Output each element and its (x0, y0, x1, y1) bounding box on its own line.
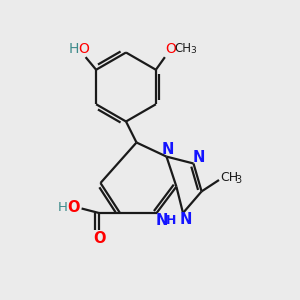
Text: H: H (69, 42, 79, 56)
Text: H: H (58, 201, 68, 214)
Text: 3: 3 (236, 175, 242, 185)
Text: N: N (179, 212, 192, 227)
Text: CH: CH (220, 171, 238, 184)
Text: O: O (67, 200, 80, 215)
Text: O: O (165, 42, 176, 56)
Text: 3: 3 (190, 46, 196, 55)
Text: H: H (166, 214, 176, 227)
Text: N: N (162, 142, 175, 157)
Text: N: N (193, 150, 205, 165)
Text: N: N (156, 213, 168, 228)
Text: O: O (93, 231, 105, 246)
Text: O: O (79, 42, 90, 56)
Text: CH: CH (174, 42, 191, 55)
